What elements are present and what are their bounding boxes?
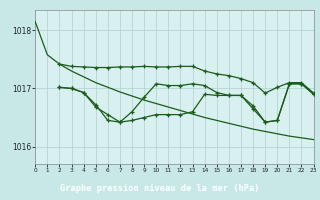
Text: Graphe pression niveau de la mer (hPa): Graphe pression niveau de la mer (hPa) xyxy=(60,184,260,193)
